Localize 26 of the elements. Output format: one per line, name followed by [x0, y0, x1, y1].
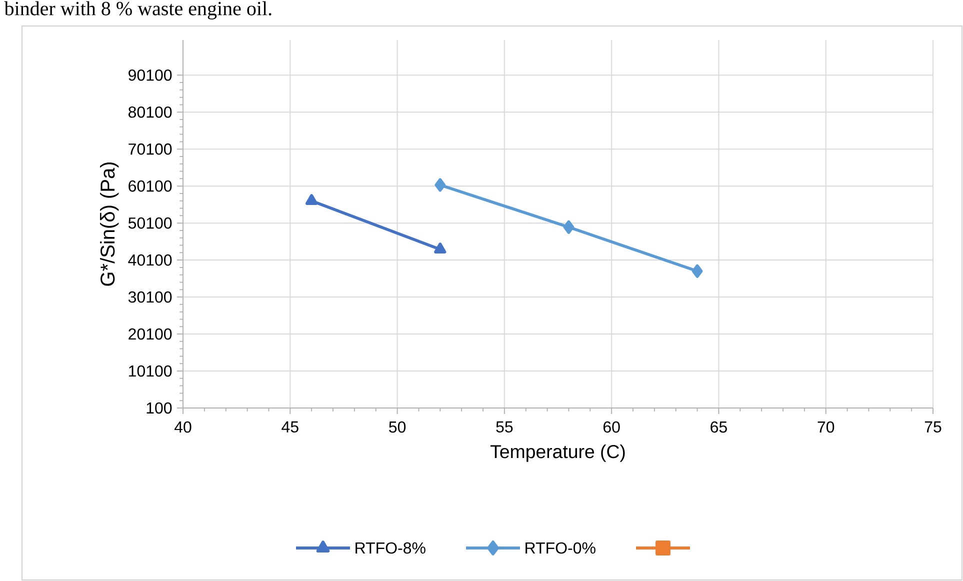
x-tick-label: 60: [603, 421, 620, 433]
text: binder with 8 % waste engine oil.: [4, 1, 272, 20]
legend-label: RTFO-8%: [356, 542, 426, 554]
x-tick-label: 70: [818, 421, 834, 433]
x-tick-label: 50: [389, 421, 406, 433]
x-tick-label: 75: [924, 421, 942, 433]
y-tick-label: 70100: [128, 143, 172, 155]
x-tick-label: 55: [496, 421, 513, 433]
legend-label: RTFO-0%: [526, 542, 596, 554]
point: [434, 178, 446, 192]
point: [563, 220, 574, 234]
y-tick-label: 90100: [128, 69, 172, 81]
x-tick-label: 45: [282, 421, 298, 433]
y-tick-label: 100: [146, 402, 172, 414]
x-axis-title: Temperature (C): [490, 444, 625, 462]
point: [692, 264, 703, 278]
y-tick-label: 20100: [128, 328, 172, 340]
y-axis-title: G*/Sin(δ) (Pa): [100, 162, 119, 286]
y-tick-label: 10100: [129, 365, 172, 377]
x-tick-label: 40: [174, 421, 192, 433]
y-tick-label: 30100: [128, 291, 172, 303]
y-tick-label: 80100: [128, 106, 172, 118]
y-tick-label: 40100: [128, 254, 172, 266]
y-tick-label: 50100: [128, 217, 172, 229]
x-tick-label: 65: [710, 421, 727, 433]
y-tick-label: 60100: [128, 180, 172, 192]
